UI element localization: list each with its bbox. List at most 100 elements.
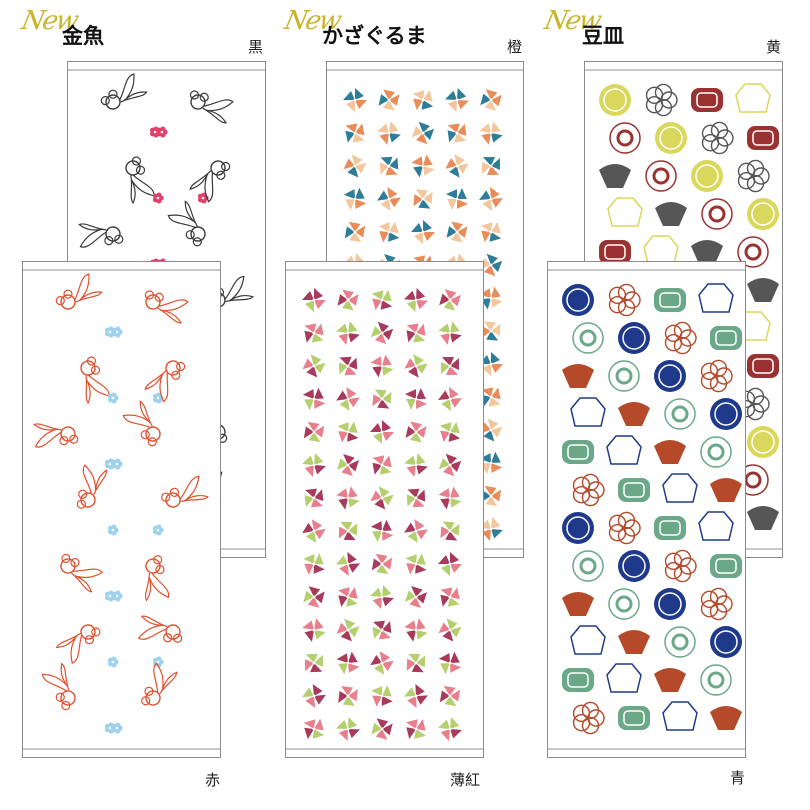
pinwheel-motif [377,121,401,145]
dish-motif [662,473,698,503]
pinwheel-motif [438,321,462,345]
towel-hem-line [286,269,483,271]
goldfish-motif [33,423,79,448]
goldfish-motif [76,464,107,509]
pinwheel-motif [337,289,359,311]
flower-motif [111,326,123,338]
dish-motif [654,516,686,540]
pinwheel-motif [479,286,503,310]
dish-motif [572,473,605,507]
pinwheel-motif [338,686,358,706]
pinwheel-motif [372,620,392,640]
pinwheel-motif [378,89,400,111]
goldfish-motif [137,615,183,643]
pinwheel-motif [370,321,394,345]
dish-motif [664,321,697,355]
dish-motif [562,592,594,616]
back-color-label: 黄 [766,38,782,56]
pinwheel-motif [336,552,360,576]
pinwheel-motif [370,651,394,675]
pinwheel-motif [338,356,358,376]
dish-motif [608,283,641,317]
dish-motif [599,84,631,116]
pinwheel-motif [482,157,500,175]
pinwheel-motif [336,486,360,510]
pinwheel-motif [303,586,325,608]
pinwheel-motif [439,421,461,443]
pinwheel-motif [336,387,360,411]
dish-motif [662,701,698,731]
pinwheel-motif [370,519,394,543]
pinwheel-motif [302,519,326,543]
flower-motif [107,656,119,668]
pinwheel-motif [372,389,392,409]
pinwheel-motif [370,354,394,378]
pinwheel-motif [371,553,393,575]
pinwheel-motif [438,717,462,741]
pinwheel-motif [404,453,428,477]
towel-pattern [562,283,742,735]
pinwheel-motif [303,421,325,443]
towel-hem-line [548,269,745,271]
pinwheel-motif [479,121,503,145]
pinwheel-motif [370,420,394,444]
pinwheel-motif [302,288,326,312]
pinwheel-motif [405,586,427,608]
goldfish-motif [100,73,148,110]
pinwheel-motif [438,453,462,477]
dish-motif [747,354,779,378]
dish-motif [747,198,779,230]
goldfish-motif [78,223,124,248]
pinwheel-motif [480,89,502,111]
dish-motif [654,288,686,312]
pinwheel-motif [304,488,324,508]
pinwheel-motif [336,618,360,642]
pinwheel-motif [406,653,426,673]
flower-motif [111,458,123,470]
dish-motif [609,122,641,154]
product-title: かざぐるま [322,24,427,48]
flower-motif [152,656,164,668]
pinwheel-motif [405,553,427,575]
towel-front-dish-blue[interactable] [547,261,746,758]
pinwheel-motif [406,488,426,508]
goldfish-motif [144,360,186,403]
dish-motif [710,326,742,350]
pinwheel-motif [304,323,324,343]
dish-motif [645,83,678,117]
dish-motif [608,360,640,392]
pinwheel-motif [405,388,427,410]
towel-front-goldfish-red[interactable] [22,261,221,758]
pinwheel-motif [439,685,461,707]
dish-motif [655,202,687,226]
pinwheel-motif [406,323,426,343]
pinwheel-motif [344,221,366,243]
pinwheel-motif [481,387,501,407]
towel-front-pinwheel-pink[interactable] [285,261,484,758]
pinwheel-motif [479,187,503,211]
dish-motif [737,159,770,193]
pinwheel-motif [377,187,401,211]
dish-motif [747,278,779,302]
pinwheel-motif [411,220,435,244]
dish-motif [691,240,723,264]
pinwheel-motif [438,387,462,411]
flower-motif [107,392,119,404]
goldfish-motif [122,400,161,447]
dish-motif [691,88,723,112]
pinwheel-motif [302,354,326,378]
dish-motif [710,706,742,730]
pinwheel-motif [441,357,459,375]
dish-motif [664,626,696,658]
pinwheel-motif [370,585,394,609]
towel-hem-line [327,69,523,71]
pinwheel-motif [446,188,468,210]
goldfish-motif [55,273,103,310]
pinwheel-motif [404,684,428,708]
goldfish-motif [60,553,104,593]
towel-pattern [33,273,209,734]
goldfish-motif [141,662,178,706]
pinwheel-motif [343,187,367,211]
towel-hem-line [23,748,220,750]
pinwheel-motif [372,455,392,475]
